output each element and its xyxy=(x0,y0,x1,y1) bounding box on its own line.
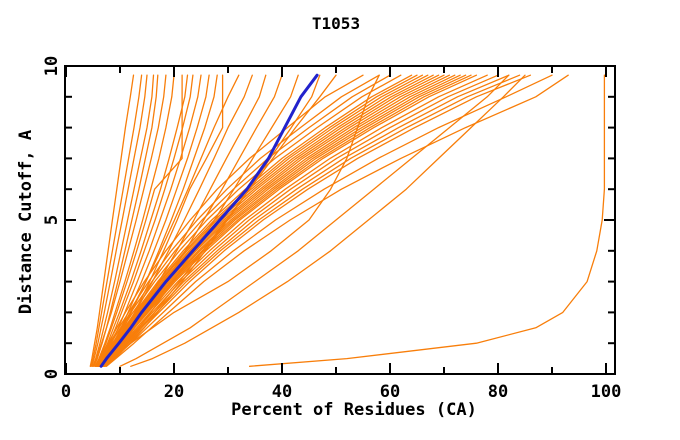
model-curve xyxy=(96,74,402,367)
x-tick-label: 0 xyxy=(61,382,71,402)
highlight-curve xyxy=(99,73,319,368)
model-curve xyxy=(130,74,526,367)
x-tick-label: 80 xyxy=(488,382,508,402)
model-curves xyxy=(89,74,606,367)
y-tick-label: 0 xyxy=(42,369,62,379)
model-curve xyxy=(104,74,553,367)
x-tick-label: 40 xyxy=(272,382,292,402)
model-curve xyxy=(95,74,380,367)
x-tick-label: 100 xyxy=(591,382,622,402)
model-curve xyxy=(119,74,510,367)
model-curve xyxy=(102,74,510,367)
model-curve xyxy=(105,74,569,367)
model-curve xyxy=(101,74,499,367)
x-axis-title: Percent of Residues (CA) xyxy=(231,400,477,420)
model-curve xyxy=(97,74,413,367)
y-axis-title: Distance Cutoff, A xyxy=(16,130,36,314)
model-curve xyxy=(96,74,391,367)
model-curve xyxy=(248,74,606,367)
x-tick-label: 20 xyxy=(164,382,184,402)
x-tick-label: 60 xyxy=(380,382,400,402)
y-tick-label: 10 xyxy=(42,56,62,76)
highlighted-curve xyxy=(99,73,319,368)
model-curve xyxy=(103,74,532,367)
plot-border xyxy=(64,65,616,375)
chart-title: T1053 xyxy=(312,14,360,33)
tick-labels: 0 20 40 60 80 100 0 5 10 xyxy=(42,56,621,402)
plot-frame xyxy=(64,65,616,375)
model-curve xyxy=(92,74,167,367)
model-curve xyxy=(94,74,175,367)
model-curve xyxy=(102,74,521,367)
model-curve xyxy=(89,74,135,367)
model-curve xyxy=(92,74,155,367)
model-curve xyxy=(91,74,148,367)
y-tick-label: 5 xyxy=(42,215,62,225)
model-curve xyxy=(90,74,143,367)
model-curve xyxy=(100,74,478,367)
model-curve xyxy=(95,74,364,367)
model-curve xyxy=(98,74,434,367)
model-curve xyxy=(100,74,488,367)
